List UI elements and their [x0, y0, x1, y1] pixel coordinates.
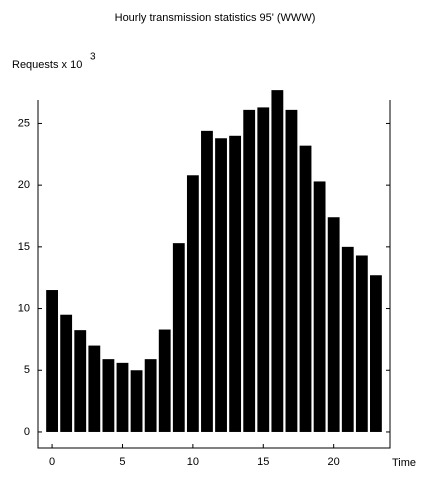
y-tick-label: 5: [24, 364, 30, 376]
y-axis-label-exponent: 3: [90, 52, 96, 63]
bar: [130, 370, 143, 432]
bar: [271, 90, 284, 432]
bar: [201, 130, 213, 432]
bar: [341, 246, 354, 432]
x-axis-label: Time: [392, 457, 416, 469]
y-tick-label: 25: [18, 117, 30, 129]
bar: [60, 314, 73, 432]
bar: [172, 243, 185, 432]
bar: [158, 329, 171, 432]
bar: [285, 109, 298, 432]
bar: [313, 181, 326, 432]
bar: [116, 362, 129, 432]
x-tick-label: 0: [49, 456, 55, 468]
x-tick-label: 15: [257, 456, 269, 468]
y-tick-label: 10: [18, 302, 30, 314]
bar: [257, 107, 270, 432]
y-axis-label: Requests x 10: [12, 59, 82, 71]
bar: [355, 255, 368, 432]
y-tick-label: 15: [18, 241, 30, 253]
x-tick-label: 5: [119, 456, 125, 468]
y-tick-label: 0: [24, 426, 30, 438]
bar: [327, 217, 340, 432]
chart-title: Hourly transmission statistics 95' (WWW): [115, 12, 316, 24]
axis-frame: [37, 100, 391, 449]
x-tick-label: 20: [328, 456, 340, 468]
bar: [243, 109, 256, 432]
bar: [370, 275, 382, 432]
bar: [74, 330, 87, 432]
bar: [88, 345, 101, 432]
bar: [299, 145, 312, 432]
bar: [229, 135, 242, 432]
bar: [215, 138, 227, 432]
y-tick-label: 20: [18, 179, 30, 191]
bar: [102, 359, 115, 432]
x-tick-label: 10: [187, 456, 199, 468]
bar: [186, 175, 199, 432]
bar: [46, 290, 58, 432]
bar: [144, 359, 157, 432]
